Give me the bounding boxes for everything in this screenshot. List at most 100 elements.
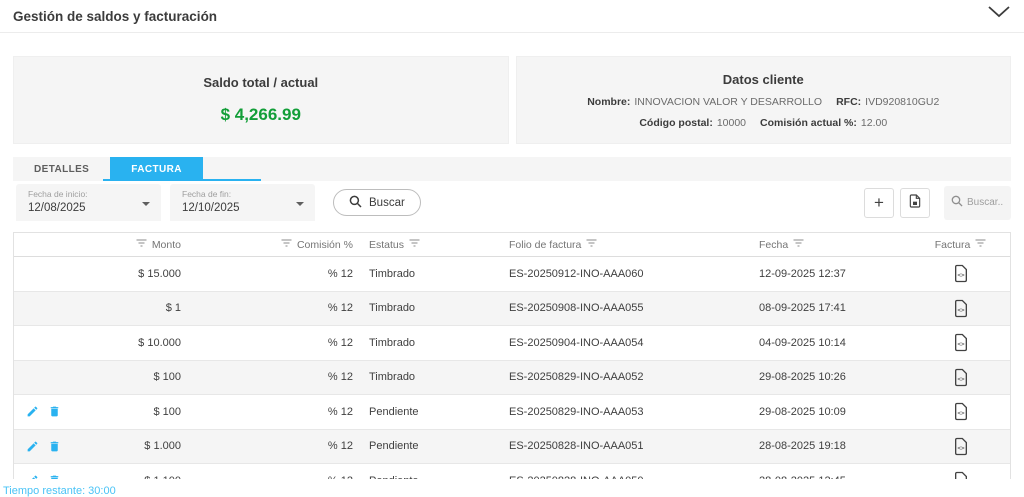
- table-search-input[interactable]: [967, 197, 1004, 208]
- delete-icon[interactable]: [48, 474, 61, 479]
- column-header-fecha[interactable]: Fecha: [751, 238, 911, 251]
- tab-bar: DETALLES FACTURA: [13, 157, 1011, 181]
- search-icon: [349, 195, 362, 211]
- end-date-picker[interactable]: Fecha de fin: 12/10/2025: [170, 184, 315, 221]
- monto-cell: $ 1.000: [144, 440, 181, 453]
- monto-cell: $ 10.000: [138, 336, 181, 349]
- delete-icon[interactable]: [48, 440, 61, 453]
- monto-cell: $ 100: [153, 371, 181, 384]
- fecha-cell: 28-08-2025 19:18: [759, 440, 846, 453]
- fecha-cell: 08-09-2025 17:41: [759, 302, 846, 315]
- start-date-picker[interactable]: Fecha de inicio: 12/08/2025: [16, 184, 161, 221]
- start-date-label: Fecha de inicio:: [28, 189, 88, 199]
- filter-icon: [793, 238, 804, 251]
- table-row: $ 10.000 % 12 Timbrado ES-20250904-INO-A…: [14, 326, 1010, 361]
- chevron-down-icon: [988, 5, 1010, 21]
- comision-cell: % 12: [327, 440, 353, 453]
- add-invoice-button[interactable]: +: [864, 187, 894, 218]
- client-commission-value: 12.00: [860, 116, 888, 129]
- edit-icon[interactable]: [26, 474, 39, 479]
- xml-file-icon[interactable]: <>: [953, 264, 969, 283]
- dropdown-caret-icon: [142, 202, 150, 206]
- balance-panel: Saldo total / actual $ 4,266.99: [13, 56, 509, 144]
- filter-icon: [281, 238, 292, 251]
- svg-text:<>: <>: [957, 376, 965, 383]
- folio-cell: ES-20250829-INO-AAA053: [509, 405, 644, 418]
- svg-text:<>: <>: [957, 307, 965, 314]
- column-header-comision[interactable]: Comisión %: [181, 238, 353, 251]
- client-commission-label: Comisión actual %:: [760, 116, 857, 129]
- table-header-row: Monto Comisión % Estatus Folio de factur…: [14, 233, 1010, 257]
- xml-file-icon[interactable]: <>: [953, 368, 969, 387]
- start-date-value: 12/08/2025: [28, 202, 86, 214]
- comision-cell: % 12: [327, 302, 353, 315]
- fecha-cell: 28-08-2025 12:45: [751, 475, 911, 479]
- table-toolbar: +: [864, 185, 1011, 220]
- delete-icon[interactable]: [48, 405, 61, 418]
- export-file-icon: [907, 193, 923, 212]
- client-rfc-value: IVD920810GU2: [865, 95, 940, 108]
- folio-cell: ES-20250828-INO-AAA050: [501, 475, 751, 479]
- edit-icon[interactable]: [26, 405, 39, 418]
- folio-cell: ES-20250904-INO-AAA054: [509, 336, 644, 349]
- estatus-cell: Pendiente: [369, 405, 419, 418]
- balance-title: Saldo total / actual: [203, 75, 319, 90]
- folio-cell: ES-20250912-INO-AAA060: [509, 267, 644, 280]
- monto-cell: $ 15.000: [138, 267, 181, 280]
- fecha-cell: 12-09-2025 12:37: [759, 267, 846, 280]
- fecha-cell: 04-09-2025 10:14: [759, 336, 846, 349]
- xml-file-icon[interactable]: <>: [953, 299, 969, 318]
- edit-icon[interactable]: [26, 440, 39, 453]
- comision-cell: % 12: [327, 405, 353, 418]
- svg-text:<>: <>: [957, 410, 965, 417]
- monto-cell: $ 1.100: [56, 475, 181, 479]
- page-header: Gestión de saldos y facturación: [0, 0, 1024, 33]
- table-search-box: [944, 185, 1011, 220]
- session-timer: Tiempo restante: 30:00: [3, 485, 116, 497]
- xml-file-icon[interactable]: <>: [953, 471, 969, 479]
- summary-row: Saldo total / actual $ 4,266.99 Datos cl…: [13, 56, 1011, 144]
- xml-file-icon[interactable]: <>: [953, 333, 969, 352]
- table-body: $ 15.000 % 12 Timbrado ES-20250912-INO-A…: [14, 257, 1010, 479]
- svg-text:<>: <>: [957, 341, 965, 348]
- table-row: $ 15.000 % 12 Timbrado ES-20250912-INO-A…: [14, 257, 1010, 292]
- filter-icon: [975, 238, 986, 251]
- comision-cell: % 12: [327, 336, 353, 349]
- column-header-monto[interactable]: Monto: [56, 238, 181, 251]
- balance-amount: $ 4,266.99: [220, 105, 301, 124]
- collapse-panel-button[interactable]: [986, 4, 1012, 23]
- client-name-value: INNOVACION VALOR Y DESARROLLO: [634, 95, 823, 108]
- search-button[interactable]: Buscar: [333, 189, 421, 216]
- filter-icon: [586, 238, 597, 251]
- client-name-label: Nombre:: [587, 95, 631, 108]
- estatus-cell: Timbrado: [369, 302, 416, 315]
- search-icon: [951, 194, 963, 212]
- tab-factura[interactable]: FACTURA: [110, 157, 203, 181]
- client-line-1: Nombre: INNOVACION VALOR Y DESARROLLO RFC…: [587, 96, 939, 108]
- search-button-label: Buscar: [369, 196, 405, 209]
- comision-cell: % 12: [327, 371, 353, 384]
- client-panel: Datos cliente Nombre: INNOVACION VALOR Y …: [515, 56, 1011, 144]
- estatus-cell: Pendiente: [353, 475, 501, 479]
- comision-cell: % 12: [181, 475, 353, 479]
- svg-text:<>: <>: [957, 272, 965, 279]
- client-line-2: Código postal: 10000 Comisión actual %: 12…: [639, 117, 887, 129]
- folio-cell: ES-20250829-INO-AAA052: [509, 371, 644, 384]
- monto-cell: $ 1: [165, 302, 181, 315]
- filter-icon: [409, 238, 420, 251]
- xml-file-icon[interactable]: <>: [953, 437, 969, 456]
- xml-file-icon[interactable]: <>: [953, 402, 969, 421]
- column-header-factura[interactable]: Factura: [911, 238, 1010, 251]
- export-file-button[interactable]: [900, 187, 930, 218]
- comision-cell: % 12: [327, 267, 353, 280]
- column-header-estatus[interactable]: Estatus: [353, 238, 501, 251]
- table-row: $ 1.000 % 12 Pendiente ES-20250828-INO-A…: [14, 429, 1010, 464]
- end-date-label: Fecha de fin:: [182, 189, 232, 199]
- tab-detalles[interactable]: DETALLES: [13, 157, 110, 181]
- folio-cell: ES-20250828-INO-AAA051: [509, 440, 644, 453]
- column-header-folio[interactable]: Folio de factura: [501, 238, 751, 251]
- monto-cell: $ 100: [153, 405, 181, 418]
- client-rfc-label: RFC:: [836, 95, 862, 108]
- estatus-cell: Timbrado: [369, 267, 416, 280]
- estatus-cell: Timbrado: [369, 336, 416, 349]
